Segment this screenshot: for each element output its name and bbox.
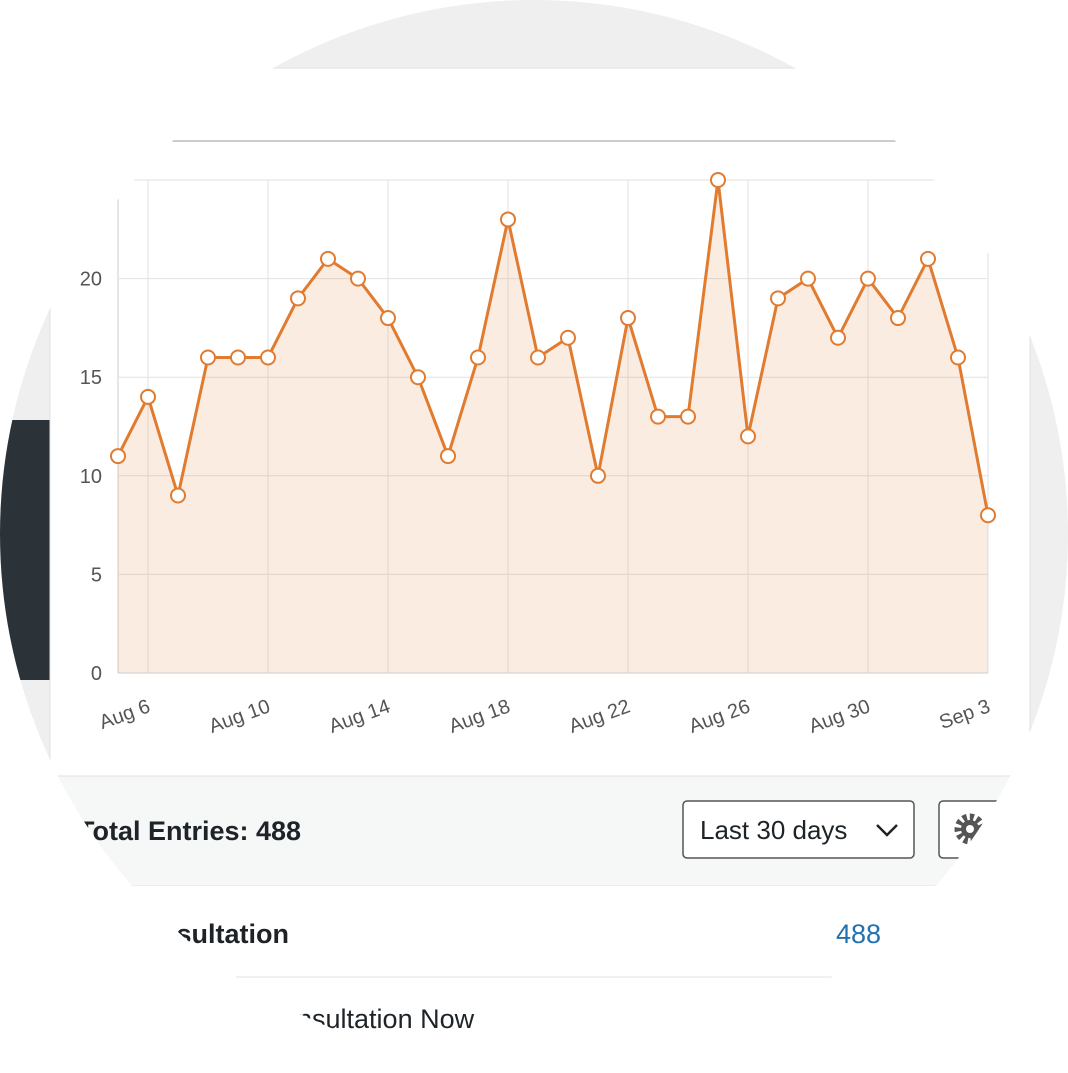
point [140,388,156,405]
point [590,467,606,484]
point [110,448,126,465]
point [920,250,936,267]
y-tick-label: 5 [91,564,102,586]
point [560,329,576,346]
point [680,408,696,425]
point [410,369,426,386]
point [740,428,756,445]
point [500,211,516,228]
point [230,349,246,366]
point [890,310,906,327]
point [350,270,366,287]
point [260,349,276,366]
point [650,408,666,425]
range-label: Last 30 days [700,815,847,845]
point [860,270,876,287]
point [530,349,546,366]
point [320,250,336,267]
chart-card [49,67,1031,777]
y-tick-label: 20 [80,269,102,291]
range-select[interactable] [682,800,915,859]
point [290,290,306,307]
point [170,487,186,504]
point [950,349,966,366]
y-tick-label: 15 [80,367,102,389]
chevron [876,824,898,837]
sidebar [0,420,50,680]
point [620,310,636,327]
row-count[interactable]: 488 [836,919,881,949]
settings-button[interactable] [938,800,1020,859]
point [380,310,396,327]
point [800,270,816,287]
total-entries: Total Entries: 488 [78,816,301,846]
point [980,507,996,524]
point [710,172,726,188]
point [830,329,846,346]
area [118,180,988,673]
point [470,349,486,366]
row-label: nsultation Now [297,1004,475,1034]
row-label: nsultation [160,919,289,949]
y-tick-label: 0 [91,663,102,685]
point [770,290,786,307]
point [440,448,456,465]
point [200,349,216,366]
y-tick-label: 10 [80,466,102,488]
